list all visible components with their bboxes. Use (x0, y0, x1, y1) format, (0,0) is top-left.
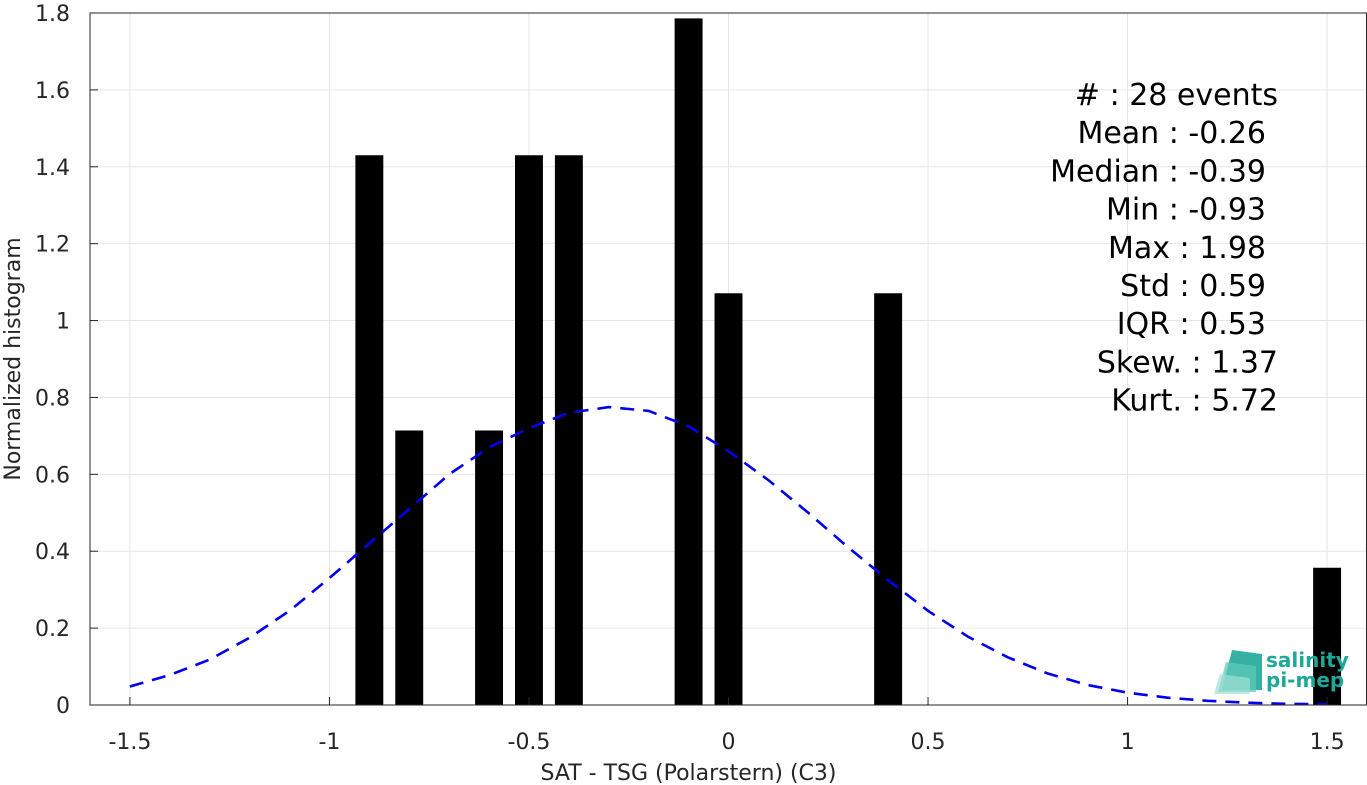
y-tick-label-8: 1.6 (35, 79, 70, 104)
x-tick-label-6: 1.5 (1310, 730, 1345, 755)
logo-mark (1214, 650, 1262, 694)
y-tick-label-0: 0 (56, 694, 70, 719)
histogram-bar-5 (674, 18, 703, 706)
stat-line-2: Median : -0.39 (1050, 154, 1266, 189)
y-tick-label-2: 0.4 (35, 540, 70, 565)
salinity-pi-mep-logo: salinity pi-mep (1214, 648, 1349, 694)
stat-line-0: # : 28 events (1075, 78, 1278, 113)
y-tick-label-3: 0.6 (35, 463, 70, 488)
y-tick-label-5: 1 (56, 310, 70, 335)
x-tick-label-0: -1.5 (108, 730, 151, 755)
stat-line-6: IQR : 0.53 (1117, 307, 1266, 342)
stat-line-5: Std : 0.59 (1120, 269, 1266, 304)
y-tick-label-1: 0.2 (35, 617, 70, 642)
histogram-bar-1 (395, 430, 424, 705)
x-axis-ticks: -1.5 -1 -0.5 0 0.5 1 1.5 (108, 697, 1345, 755)
y-tick-label-4: 0.8 (35, 386, 70, 411)
logo-line1: salinity (1266, 648, 1349, 672)
y-axis-ticks: 0 0.2 0.4 0.6 0.8 1 1.2 1.4 1.6 1.8 (35, 2, 98, 719)
histogram-bar-8 (1313, 567, 1342, 705)
histogram-bar-2 (475, 430, 504, 705)
y-tick-label-6: 1.2 (35, 233, 70, 258)
histogram-bar-0 (355, 155, 384, 705)
histogram-bar-4 (554, 155, 583, 705)
x-tick-label-4: 0.5 (911, 730, 946, 755)
x-tick-label-2: -0.5 (508, 730, 551, 755)
histogram-bar-7 (874, 293, 903, 705)
bars (355, 18, 1342, 706)
y-axis-label: Normalized histogram (1, 237, 26, 480)
y-tick-label-9: 1.8 (35, 2, 70, 27)
stat-line-7: Skew. : 1.37 (1097, 345, 1278, 380)
x-axis-label: SAT - TSG (Polarstern) (C3) (540, 761, 836, 785)
stat-line-4: Max : 1.98 (1108, 231, 1266, 266)
logo-line2: pi-mep (1266, 668, 1344, 692)
x-tick-label-1: -1 (318, 730, 340, 755)
stat-line-8: Kurt. : 5.72 (1111, 384, 1278, 419)
histogram-bar-3 (515, 155, 543, 705)
x-tick-label-3: 0 (722, 730, 736, 755)
y-tick-label-7: 1.4 (35, 156, 70, 181)
stat-line-3: Min : -0.93 (1106, 193, 1266, 228)
x-tick-label-5: 1 (1121, 730, 1135, 755)
histogram-bar-6 (714, 293, 743, 705)
stat-line-1: Mean : -0.26 (1077, 116, 1266, 151)
gaussian-fit-curve (129, 405, 1328, 706)
